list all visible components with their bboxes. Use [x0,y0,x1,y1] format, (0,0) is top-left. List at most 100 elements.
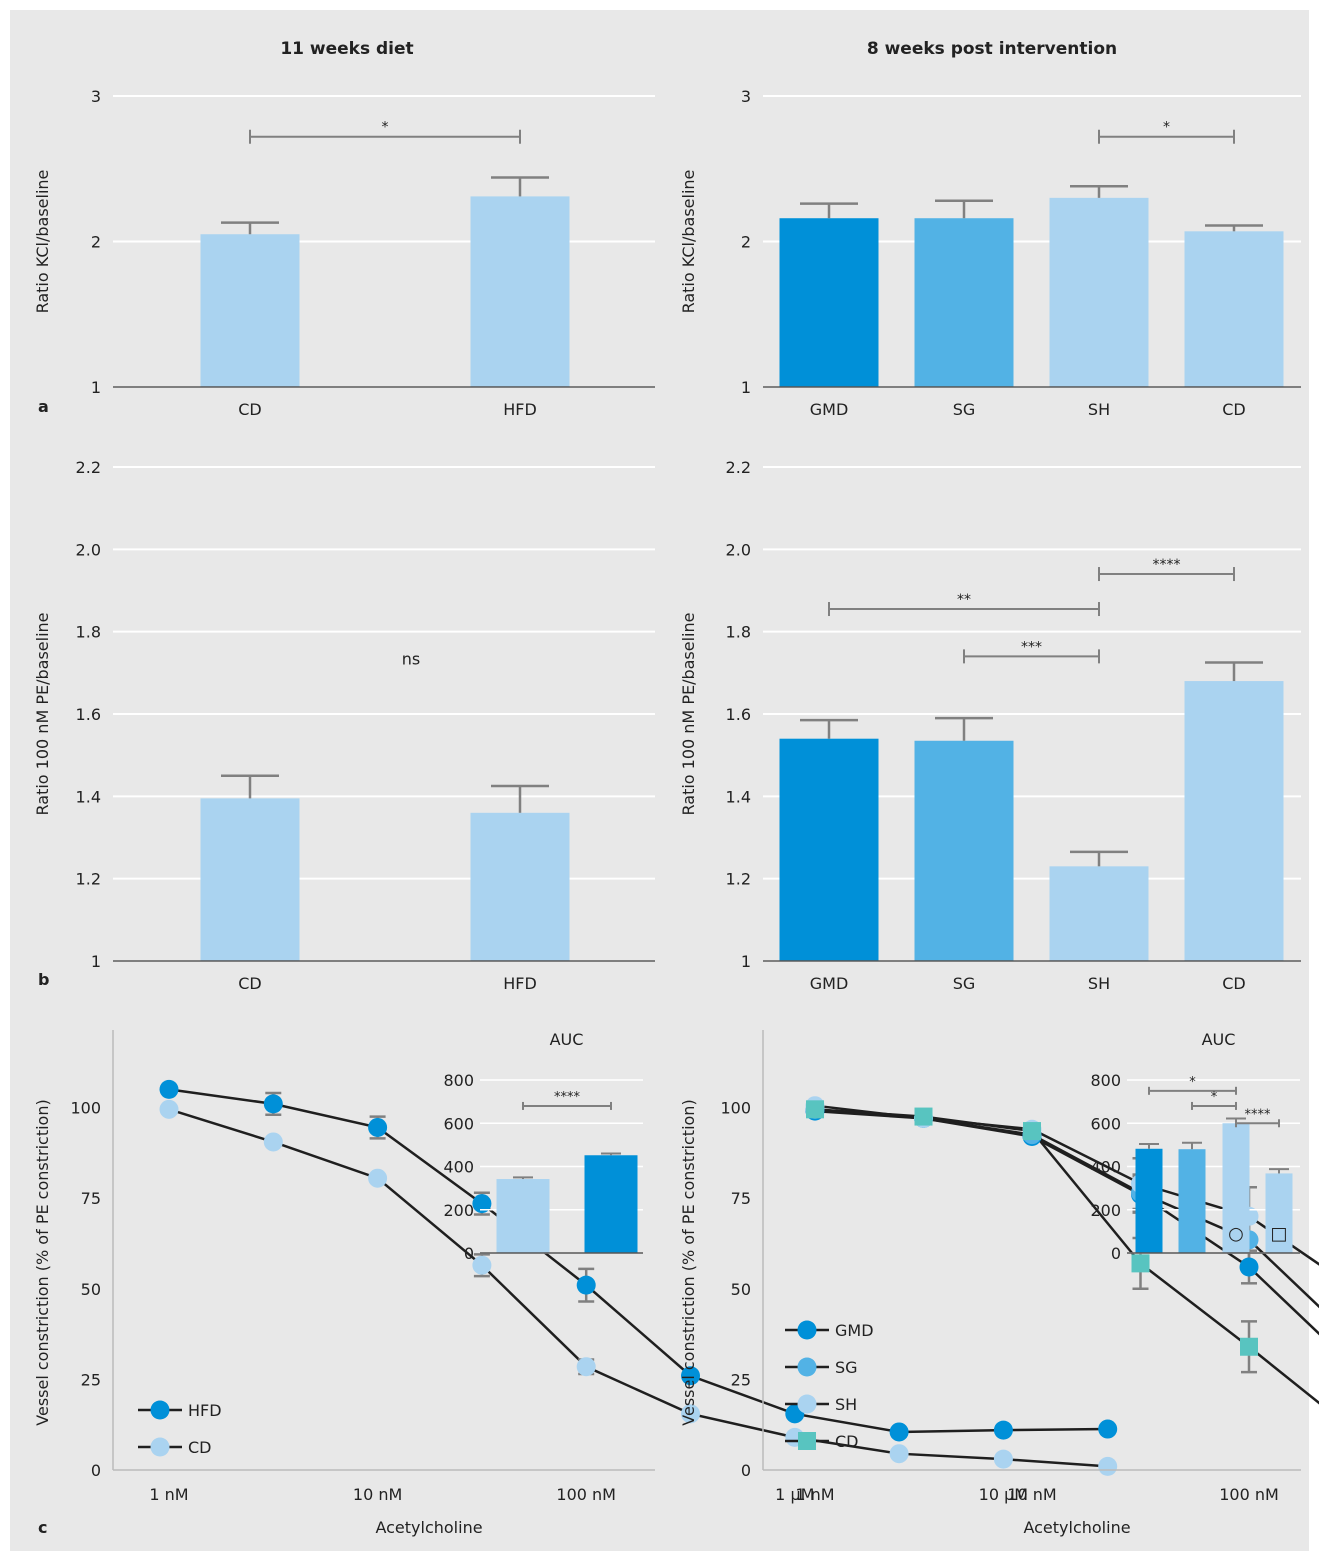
x-axis-label: Acetylcholine [375,1518,482,1537]
significance-bracket-label: *** [1021,639,1042,655]
legend-marker-SG [797,1357,817,1377]
inset-significance-bracket-label: * [1189,1075,1196,1090]
bar-CD [200,234,300,387]
data-point-HFD [368,1117,388,1137]
inset-y-tick-label: 0 [464,1244,474,1263]
y-tick-label: 1 [91,952,101,971]
column-title-right: 8 weeks post intervention [867,39,1117,59]
legend-marker-GMD [797,1320,817,1340]
y-axis-label: Ratio 100 nM PE/baseline [679,613,698,816]
bar-SH [1049,197,1149,387]
inset-y-tick-label: 800 [443,1071,474,1090]
panel-letter-b: b [38,970,49,989]
significance-bracket-label: **** [1153,557,1181,573]
y-tick-label: 1.2 [76,870,101,889]
inset-bar-HFD [584,1155,638,1253]
y-tick-label: 2.2 [76,458,101,477]
inset-bar-GMD [1135,1148,1163,1253]
data-point-CD [806,1100,824,1119]
inset-auc-c-left: AUC 0 200 400 600 800 **** [443,1030,643,1263]
data-point-CD [681,1404,700,1424]
x-axis-label: Acetylcholine [1023,1518,1130,1537]
y-tick-label: 100 [70,1099,101,1118]
y-tick-label: 0 [741,1461,751,1480]
x-tick-label: SH [1088,400,1110,419]
y-tick-label: 1.8 [76,623,101,642]
y-tick-label: 50 [81,1280,101,1299]
x-tick-label: 10 µM [979,1485,1028,1504]
bar-GMD [779,218,879,387]
data-point-HFD [472,1194,492,1214]
ns-annotation: ns [402,650,420,669]
x-tick-label: GMD [810,974,849,993]
series-line-SG [814,1108,1319,1309]
x-tick-label: GMD [810,400,849,419]
x-tick-label: 1 nM [149,1485,188,1504]
data-point-CD [263,1132,283,1152]
inset-y-tick-label: 200 [1090,1201,1121,1220]
legend-marker-SH [797,1394,817,1414]
inset-bar-CD [496,1179,550,1253]
chart-c-left: 0 25 50 75 100 1 nM 10 nM 100 nM 1 µM 10 µM Acetyl… [33,1030,1118,1537]
x-tick-label: 100 nM [1219,1485,1279,1504]
y-tick-label: 2 [741,233,751,252]
panel-letter-c: c [38,1518,47,1537]
bar-SG [914,218,1014,387]
x-tick-label: CD [238,400,262,419]
x-tick-label: HFD [503,974,537,993]
inset-title: AUC [550,1030,584,1049]
chart-a-left: 1 2 3 Ratio KCl/baseline CD HFD * [33,87,655,419]
inset-y-tick-label: 600 [443,1114,474,1133]
x-tick-label: CD [1222,974,1246,993]
y-tick-label: 75 [81,1189,101,1208]
legend-label-CD: CD [188,1438,212,1457]
chart-b-left: 1 1.2 1.4 1.6 1.8 2.0 2.2 Ratio 100 nM PE/basel… [33,458,655,993]
significance-bracket-label: * [1163,120,1170,136]
inset-y-tick-label: 0 [1111,1244,1121,1263]
bar-GMD [779,738,879,961]
data-point-HFD [576,1275,596,1295]
y-tick-label: 3 [91,87,101,106]
data-point-CD [889,1444,909,1464]
y-tick-label: 100 [720,1099,751,1118]
y-tick-label: 0 [91,1461,101,1480]
y-tick-label: 1.6 [76,705,101,724]
data-point-CD [1131,1254,1150,1273]
bar-CD [1184,231,1284,387]
y-axis-label: Ratio KCl/baseline [679,170,698,314]
x-tick-label: 1 µM [775,1485,814,1504]
data-point-HFD [993,1420,1013,1440]
series-line-CD [168,1108,1108,1468]
x-tick-label: SH [1088,974,1110,993]
y-axis-label: Vessel constriction (% of PE constrictio… [679,1099,698,1425]
inset-y-tick-label: 200 [443,1201,474,1220]
y-tick-label: 2.0 [726,540,751,559]
inset-significance-bracket-label: **** [554,1090,581,1105]
data-point-CD [1240,1337,1258,1356]
significance-bracket-label: * [382,120,389,136]
data-point-HFD [263,1094,283,1114]
y-tick-label: 1.6 [726,705,751,724]
y-tick-label: 2.0 [76,540,101,559]
data-point-CD [472,1255,492,1275]
bar-SH [1049,866,1149,961]
x-tick-label: 10 nM [353,1485,402,1504]
inset-y-tick-label: 800 [1090,1071,1121,1090]
legend-marker-CD [798,1432,816,1450]
y-tick-label: 25 [81,1370,101,1389]
data-point-CD [368,1168,388,1188]
inset-marker-symbol: □ [1270,1223,1287,1244]
data-point-CD [159,1099,179,1119]
bar-CD [1184,681,1284,961]
bar-HFD [470,196,570,387]
bar-SG [914,740,1014,961]
inset-bar-SG [1178,1149,1206,1253]
y-tick-label: 1 [91,378,101,397]
y-tick-label: 1 [741,378,751,397]
x-tick-label: SG [953,400,976,419]
chart-b-right: 1 1.2 1.4 1.6 1.8 2.0 2.2 Ratio 100 nM PE/basel… [679,458,1301,993]
inset-significance-bracket-label: **** [1245,1107,1272,1122]
x-tick-label: 10 nM [1007,1485,1056,1504]
